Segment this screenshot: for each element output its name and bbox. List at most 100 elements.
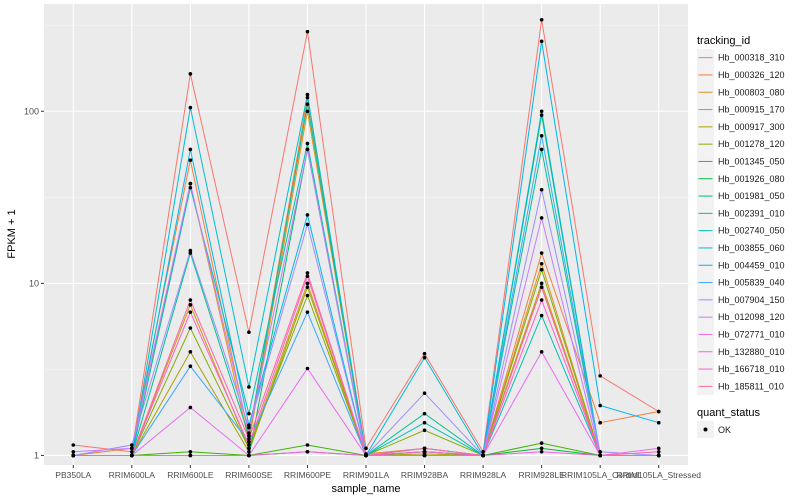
data-point (188, 105, 193, 110)
data-point (422, 355, 427, 360)
data-point (188, 453, 193, 458)
data-point (305, 102, 310, 106)
legend-label: Hb_005839_040 (718, 278, 785, 288)
legend-label: Hb_004459_010 (718, 260, 785, 270)
legend-label: Hb_000915_170 (718, 105, 785, 115)
data-point (539, 109, 544, 114)
data-point (188, 185, 193, 190)
legend-label: Hb_012098_120 (718, 312, 785, 322)
data-point (188, 298, 193, 302)
data-point (598, 453, 602, 458)
data-point (188, 310, 193, 314)
data-point (305, 443, 310, 447)
y-axis: 1 10 100 (24, 106, 44, 460)
legend-label: Hb_002740_050 (718, 226, 785, 236)
data-point (422, 446, 427, 451)
data-point (188, 405, 193, 410)
data-point (247, 436, 251, 441)
data-point (656, 449, 661, 454)
quant-status-title: quant_status (697, 407, 760, 419)
data-points (71, 17, 661, 458)
data-point (305, 222, 310, 227)
data-point (247, 440, 251, 444)
data-point (305, 109, 310, 114)
data-point (422, 411, 427, 416)
data-point (247, 443, 251, 447)
data-point (598, 420, 602, 425)
data-point (539, 350, 544, 354)
data-point (539, 261, 544, 266)
data-point (539, 285, 544, 289)
legend-label: Hb_003855_060 (718, 243, 785, 253)
data-point (656, 420, 661, 425)
x-tick-label: RRIM928LA (460, 470, 507, 480)
data-point (305, 141, 310, 146)
legend-label: Hb_000803_080 (718, 87, 785, 97)
data-point (188, 181, 193, 186)
data-point (364, 453, 368, 458)
legend-label: Hb_002391_010 (718, 208, 785, 218)
data-point (305, 310, 310, 314)
legend-label: Hb_007904_150 (718, 295, 785, 305)
data-point (247, 434, 251, 438)
data-point (188, 364, 193, 369)
data-point (422, 351, 427, 356)
data-point (539, 113, 544, 117)
legend-label: Hb_072771_010 (718, 329, 785, 339)
x-tick-label: PB350LA (55, 470, 91, 480)
data-point (539, 449, 544, 454)
x-axis-title: sample_name (331, 483, 400, 495)
data-point (188, 350, 193, 354)
y-tick-label: 10 (29, 278, 39, 288)
legend: tracking_id Hb_000318_310Hb_000326_120Hb… (697, 35, 785, 438)
data-point (422, 453, 427, 458)
data-point (539, 147, 544, 152)
legend-label: Hb_001981_050 (718, 191, 785, 201)
legend-label: Hb_132880_010 (718, 347, 785, 357)
data-point (305, 366, 310, 371)
data-point (539, 313, 544, 318)
data-point (71, 449, 76, 454)
legend-label: Hb_000326_120 (718, 70, 785, 80)
data-point (188, 449, 193, 454)
data-point (539, 446, 544, 451)
legend-label: Hb_000917_300 (718, 122, 785, 132)
data-point (539, 216, 544, 220)
data-point (539, 298, 544, 302)
data-point (305, 271, 310, 275)
data-point (539, 441, 544, 445)
data-point (188, 248, 193, 253)
data-point (656, 446, 661, 451)
data-point (71, 453, 76, 458)
data-point (422, 449, 427, 454)
data-point (305, 213, 310, 217)
data-point (188, 303, 193, 307)
data-point (305, 274, 310, 279)
data-point (130, 453, 134, 458)
data-point (188, 72, 193, 76)
data-point (188, 326, 193, 330)
data-point (247, 423, 251, 427)
data-point (188, 147, 193, 152)
data-point (656, 409, 661, 414)
data-point (598, 403, 602, 408)
x-tick-label: RRIM928LE (518, 470, 565, 480)
legend-label: Hb_001278_120 (718, 139, 785, 149)
data-point (422, 391, 427, 395)
data-point (305, 29, 310, 34)
legend-label: Hb_001926_080 (718, 174, 785, 184)
data-point (539, 187, 544, 192)
data-point (481, 449, 485, 454)
data-point (656, 453, 661, 458)
data-point (481, 453, 485, 458)
legend-label: Hb_185811_010 (718, 381, 784, 391)
x-tick-label: RRIM600LA (109, 470, 156, 480)
x-tick-label: RRIM600SE (225, 470, 273, 480)
data-point (188, 158, 193, 162)
data-point (247, 425, 251, 430)
legend-items: Hb_000318_310 Hb_000326_120 Hb_000803_080 H… (697, 49, 785, 395)
quant-status-point-icon (703, 427, 708, 432)
data-point (598, 449, 602, 454)
data-point (305, 281, 310, 286)
